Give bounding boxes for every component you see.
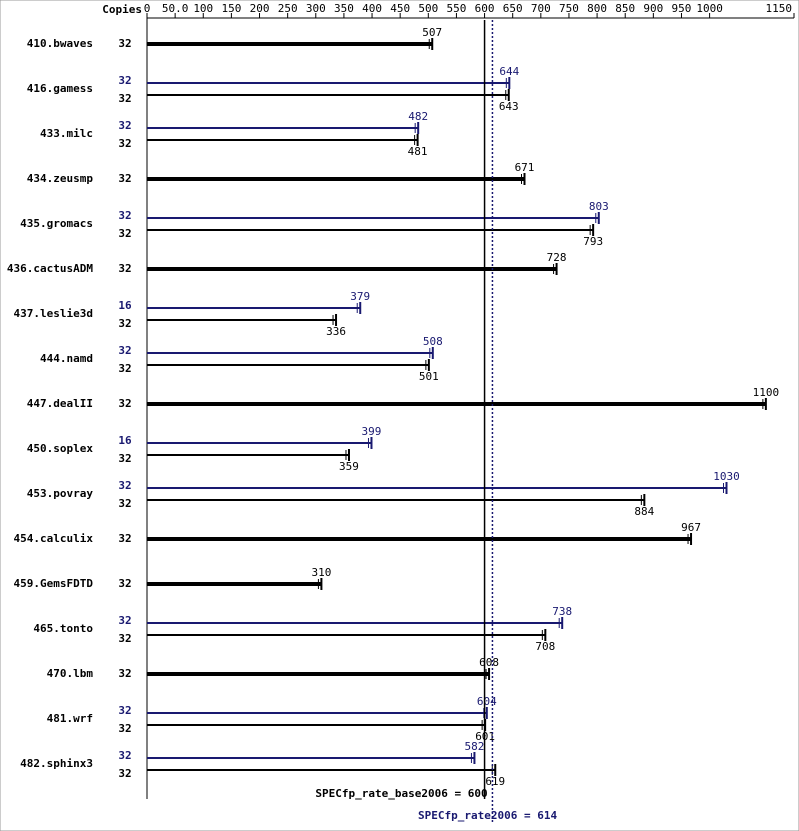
peak-mean-label: SPECfp_rate2006 = 614 [418, 809, 557, 822]
benchmark-label: 459.GemsFDTD [14, 577, 94, 590]
copies-label: 32 [118, 262, 131, 275]
x-tick-label: 550 [446, 2, 466, 15]
value-label: 738 [552, 605, 572, 618]
x-tick-label: 850 [615, 2, 635, 15]
x-tick-label: 450 [390, 2, 410, 15]
x-tick-label: 750 [559, 2, 579, 15]
x-tick-label: 600 [475, 2, 495, 15]
copies-label: 32 [118, 767, 131, 780]
value-label: 803 [589, 200, 609, 213]
value-label: 608 [479, 656, 499, 669]
value-label: 501 [419, 370, 439, 383]
benchmark-label: 447.dealII [27, 397, 93, 410]
benchmark-label: 465.tonto [33, 622, 93, 635]
x-tick-label: 900 [643, 2, 663, 15]
copies-label: 32 [118, 227, 131, 240]
benchmark-label: 436.cactusADM [7, 262, 93, 275]
copies-label: 32 [118, 614, 131, 627]
value-label: 507 [422, 26, 442, 39]
copies-label: 32 [118, 497, 131, 510]
x-tick-label: 950 [672, 2, 692, 15]
value-label: 619 [485, 775, 505, 788]
value-label: 793 [583, 235, 603, 248]
copies-header: Copies [102, 3, 142, 16]
value-label: 359 [339, 460, 359, 473]
benchmark-label: 435.gromacs [20, 217, 93, 230]
copies-label: 32 [118, 452, 131, 465]
copies-label: 32 [118, 137, 131, 150]
benchmark-label: 416.gamess [27, 82, 93, 95]
copies-label: 32 [118, 119, 131, 132]
benchmark-label: 453.povray [27, 487, 94, 500]
copies-label: 32 [118, 92, 131, 105]
x-tick-label: 650 [503, 2, 523, 15]
benchmark-label: 433.milc [40, 127, 93, 140]
copies-label: 32 [118, 667, 131, 680]
copies-label: 32 [118, 397, 131, 410]
benchmark-label: 481.wrf [47, 712, 93, 725]
value-label: 379 [350, 290, 370, 303]
x-tick-label: 50.0 [162, 2, 189, 15]
value-label: 708 [535, 640, 555, 653]
x-tick-label: 1000 [696, 2, 723, 15]
copies-label: 32 [118, 722, 131, 735]
copies-label: 32 [118, 632, 131, 645]
copies-label: 32 [118, 749, 131, 762]
copies-label: 32 [118, 532, 131, 545]
x-tick-label: 0 [144, 2, 151, 15]
x-tick-label: 250 [278, 2, 298, 15]
value-label: 508 [423, 335, 443, 348]
x-tick-label: 1150 [766, 2, 793, 15]
copies-label: 32 [118, 74, 131, 87]
copies-label: 32 [118, 479, 131, 492]
x-tick-label: 500 [418, 2, 438, 15]
copies-label: 16 [118, 299, 132, 312]
benchmark-label: 444.namd [40, 352, 93, 365]
x-tick-label: 700 [531, 2, 551, 15]
value-label: 671 [515, 161, 535, 174]
benchmark-label: 454.calculix [14, 532, 94, 545]
value-label: 1100 [753, 386, 780, 399]
copies-label: 32 [118, 209, 131, 222]
value-label: 399 [362, 425, 382, 438]
value-label: 336 [326, 325, 346, 338]
copies-label: 32 [118, 344, 131, 357]
value-label: 604 [477, 695, 497, 708]
copies-label: 16 [118, 434, 132, 447]
copies-label: 32 [118, 577, 131, 590]
copies-label: 32 [118, 37, 131, 50]
x-tick-label: 100 [193, 2, 213, 15]
benchmark-label: 470.lbm [47, 667, 94, 680]
benchmark-label: 450.soplex [27, 442, 94, 455]
value-label: 967 [681, 521, 701, 534]
value-label: 482 [408, 110, 428, 123]
benchmark-label: 482.sphinx3 [20, 757, 93, 770]
value-label: 310 [311, 566, 331, 579]
x-tick-label: 300 [306, 2, 326, 15]
base-mean-label: SPECfp_rate_base2006 = 600 [315, 787, 487, 800]
value-label: 643 [499, 100, 519, 113]
copies-label: 32 [118, 317, 131, 330]
copies-label: 32 [118, 362, 131, 375]
value-label: 1030 [713, 470, 740, 483]
value-label: 481 [408, 145, 428, 158]
x-tick-label: 200 [250, 2, 270, 15]
x-tick-label: 400 [362, 2, 382, 15]
benchmark-label: 410.bwaves [27, 37, 93, 50]
value-label: 644 [499, 65, 519, 78]
value-label: 582 [465, 740, 485, 753]
value-label: 728 [547, 251, 567, 264]
benchmark-label: 437.leslie3d [14, 307, 93, 320]
value-label: 884 [634, 505, 654, 518]
benchmark-label: 434.zeusmp [27, 172, 94, 185]
x-tick-label: 150 [221, 2, 241, 15]
x-tick-label: 800 [587, 2, 607, 15]
x-tick-label: 350 [334, 2, 354, 15]
copies-label: 32 [118, 704, 131, 717]
copies-label: 32 [118, 172, 131, 185]
